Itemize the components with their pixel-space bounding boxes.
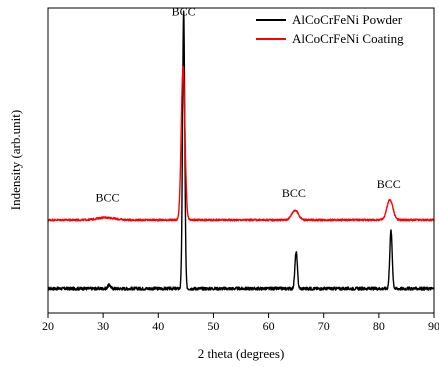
peak-annotations: BCC BCC BCC BCC xyxy=(96,5,401,205)
series-line-powder xyxy=(47,10,435,291)
peak-label: BCC xyxy=(172,5,196,19)
legend: AlCoCrFeNi Powder AlCoCrFeNi Coating xyxy=(256,12,404,46)
x-tick-label: 90 xyxy=(428,319,439,333)
x-tick-label: 50 xyxy=(207,319,219,333)
x-tick-label: 40 xyxy=(152,319,164,333)
x-axis-title: 2 theta (degrees) xyxy=(198,346,285,361)
x-tick-label: 30 xyxy=(97,319,109,333)
peak-label: BCC xyxy=(377,177,401,191)
x-tick-label: 70 xyxy=(318,319,330,333)
x-axis-ticks: 20 30 40 50 60 70 80 90 xyxy=(42,313,439,333)
series-line-coating xyxy=(47,65,435,222)
plot-frame xyxy=(47,7,435,314)
legend-label-coating: AlCoCrFeNi Coating xyxy=(292,31,404,46)
x-tick-label: 80 xyxy=(373,319,385,333)
x-tick-label: 60 xyxy=(263,319,275,333)
x-tick-label: 20 xyxy=(42,319,54,333)
peak-label: BCC xyxy=(96,191,120,205)
y-axis-title: Indensity (arb.unit) xyxy=(8,110,23,210)
legend-label-powder: AlCoCrFeNi Powder xyxy=(292,12,403,27)
series-layer xyxy=(47,10,435,291)
peak-label: BCC xyxy=(282,186,306,200)
